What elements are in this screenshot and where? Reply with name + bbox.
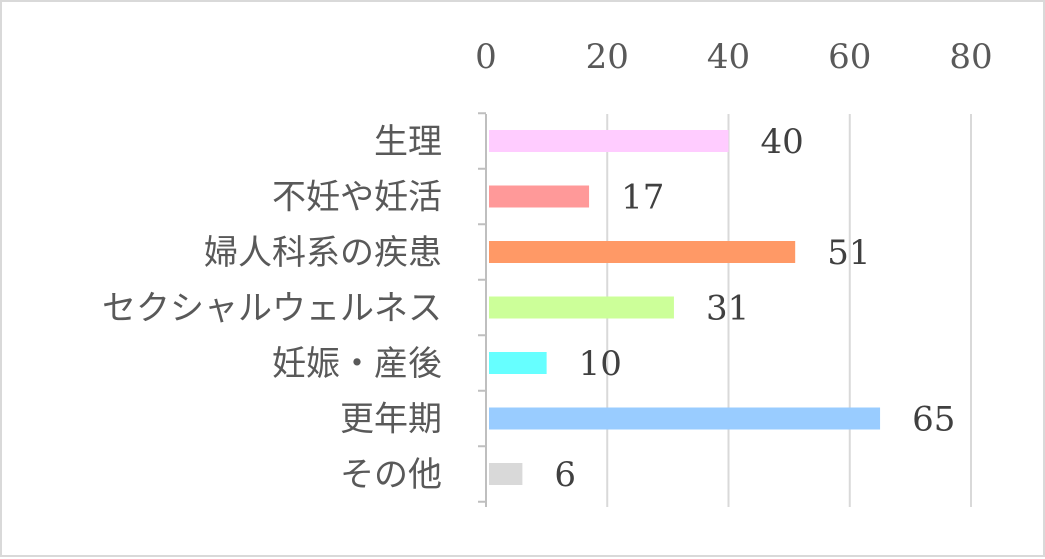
x-tick-label: 40: [707, 37, 750, 77]
bar: [489, 463, 523, 485]
bar: [489, 130, 729, 152]
data-label: 51: [827, 233, 870, 273]
category-label: 婦人科系の疾患: [204, 233, 442, 273]
data-label: 31: [706, 289, 749, 329]
category-label: セクシャルウェルネス: [102, 289, 442, 329]
x-tick-label: 0: [475, 37, 497, 77]
category-label: 更年期: [340, 400, 442, 440]
data-label: 17: [621, 178, 664, 218]
bar: [489, 296, 674, 319]
bar: [489, 407, 881, 430]
x-tick-label: 80: [949, 37, 992, 77]
bar: [489, 185, 590, 208]
category-label: 不妊や妊活: [272, 178, 442, 218]
bar: [489, 352, 547, 374]
x-tick-label: 20: [586, 37, 629, 77]
category-label: 妊娠・産後: [272, 344, 442, 384]
data-label: 65: [912, 400, 955, 440]
data-label: 40: [761, 122, 804, 162]
data-label: 10: [579, 344, 622, 384]
category-label: その他: [340, 455, 442, 495]
category-label: 生理: [374, 122, 442, 162]
data-label: 6: [554, 455, 576, 495]
x-tick-label: 60: [828, 37, 871, 77]
bar: [489, 241, 796, 263]
